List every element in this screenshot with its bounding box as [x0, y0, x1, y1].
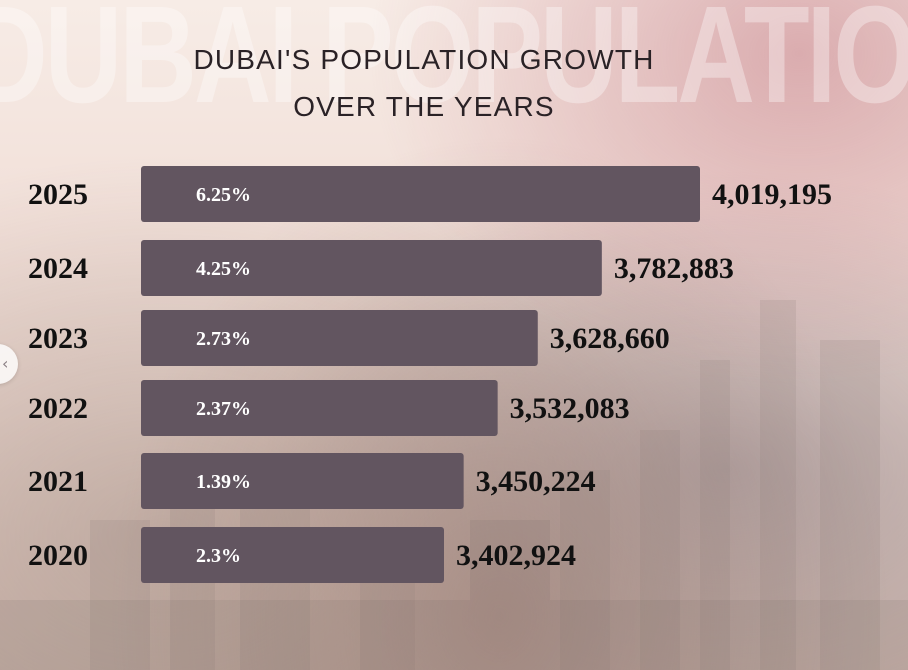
population-value-label: 3,450,224 [476, 465, 596, 498]
population-bar [141, 453, 464, 509]
growth-rate-label: 2.3% [196, 545, 241, 567]
growth-rate-label: 2.73% [196, 328, 251, 350]
population-bar [141, 527, 444, 583]
chevron-left-icon: ‹ [2, 354, 9, 373]
year-label: 2020 [28, 539, 88, 572]
population-bar [141, 380, 498, 436]
chart-title: DUBAI'S POPULATION GROWTH OVER THE YEARS [0, 36, 848, 130]
population-value-label: 3,532,083 [510, 392, 630, 425]
growth-rate-label: 4.25% [196, 258, 251, 280]
population-bar [141, 166, 700, 222]
side-scroll-handle[interactable]: ‹ [0, 344, 18, 384]
chart-title-line-1: DUBAI'S POPULATION GROWTH [193, 44, 655, 75]
population-value-label: 4,019,195 [712, 178, 832, 211]
population-bar [141, 240, 602, 296]
population-value-label: 3,782,883 [614, 252, 734, 285]
growth-rate-label: 2.37% [196, 398, 251, 420]
population-value-label: 3,402,924 [456, 539, 576, 572]
population-bar [141, 310, 538, 366]
year-label: 2025 [28, 178, 88, 211]
year-label: 2022 [28, 392, 88, 425]
year-label: 2021 [28, 465, 88, 498]
population-value-label: 3,628,660 [550, 322, 670, 355]
year-label: 2023 [28, 322, 88, 355]
growth-rate-label: 1.39% [196, 471, 251, 493]
chart-title-line-2: OVER THE YEARS [293, 91, 555, 122]
growth-rate-label: 6.25% [196, 184, 251, 206]
year-label: 2024 [28, 252, 88, 285]
